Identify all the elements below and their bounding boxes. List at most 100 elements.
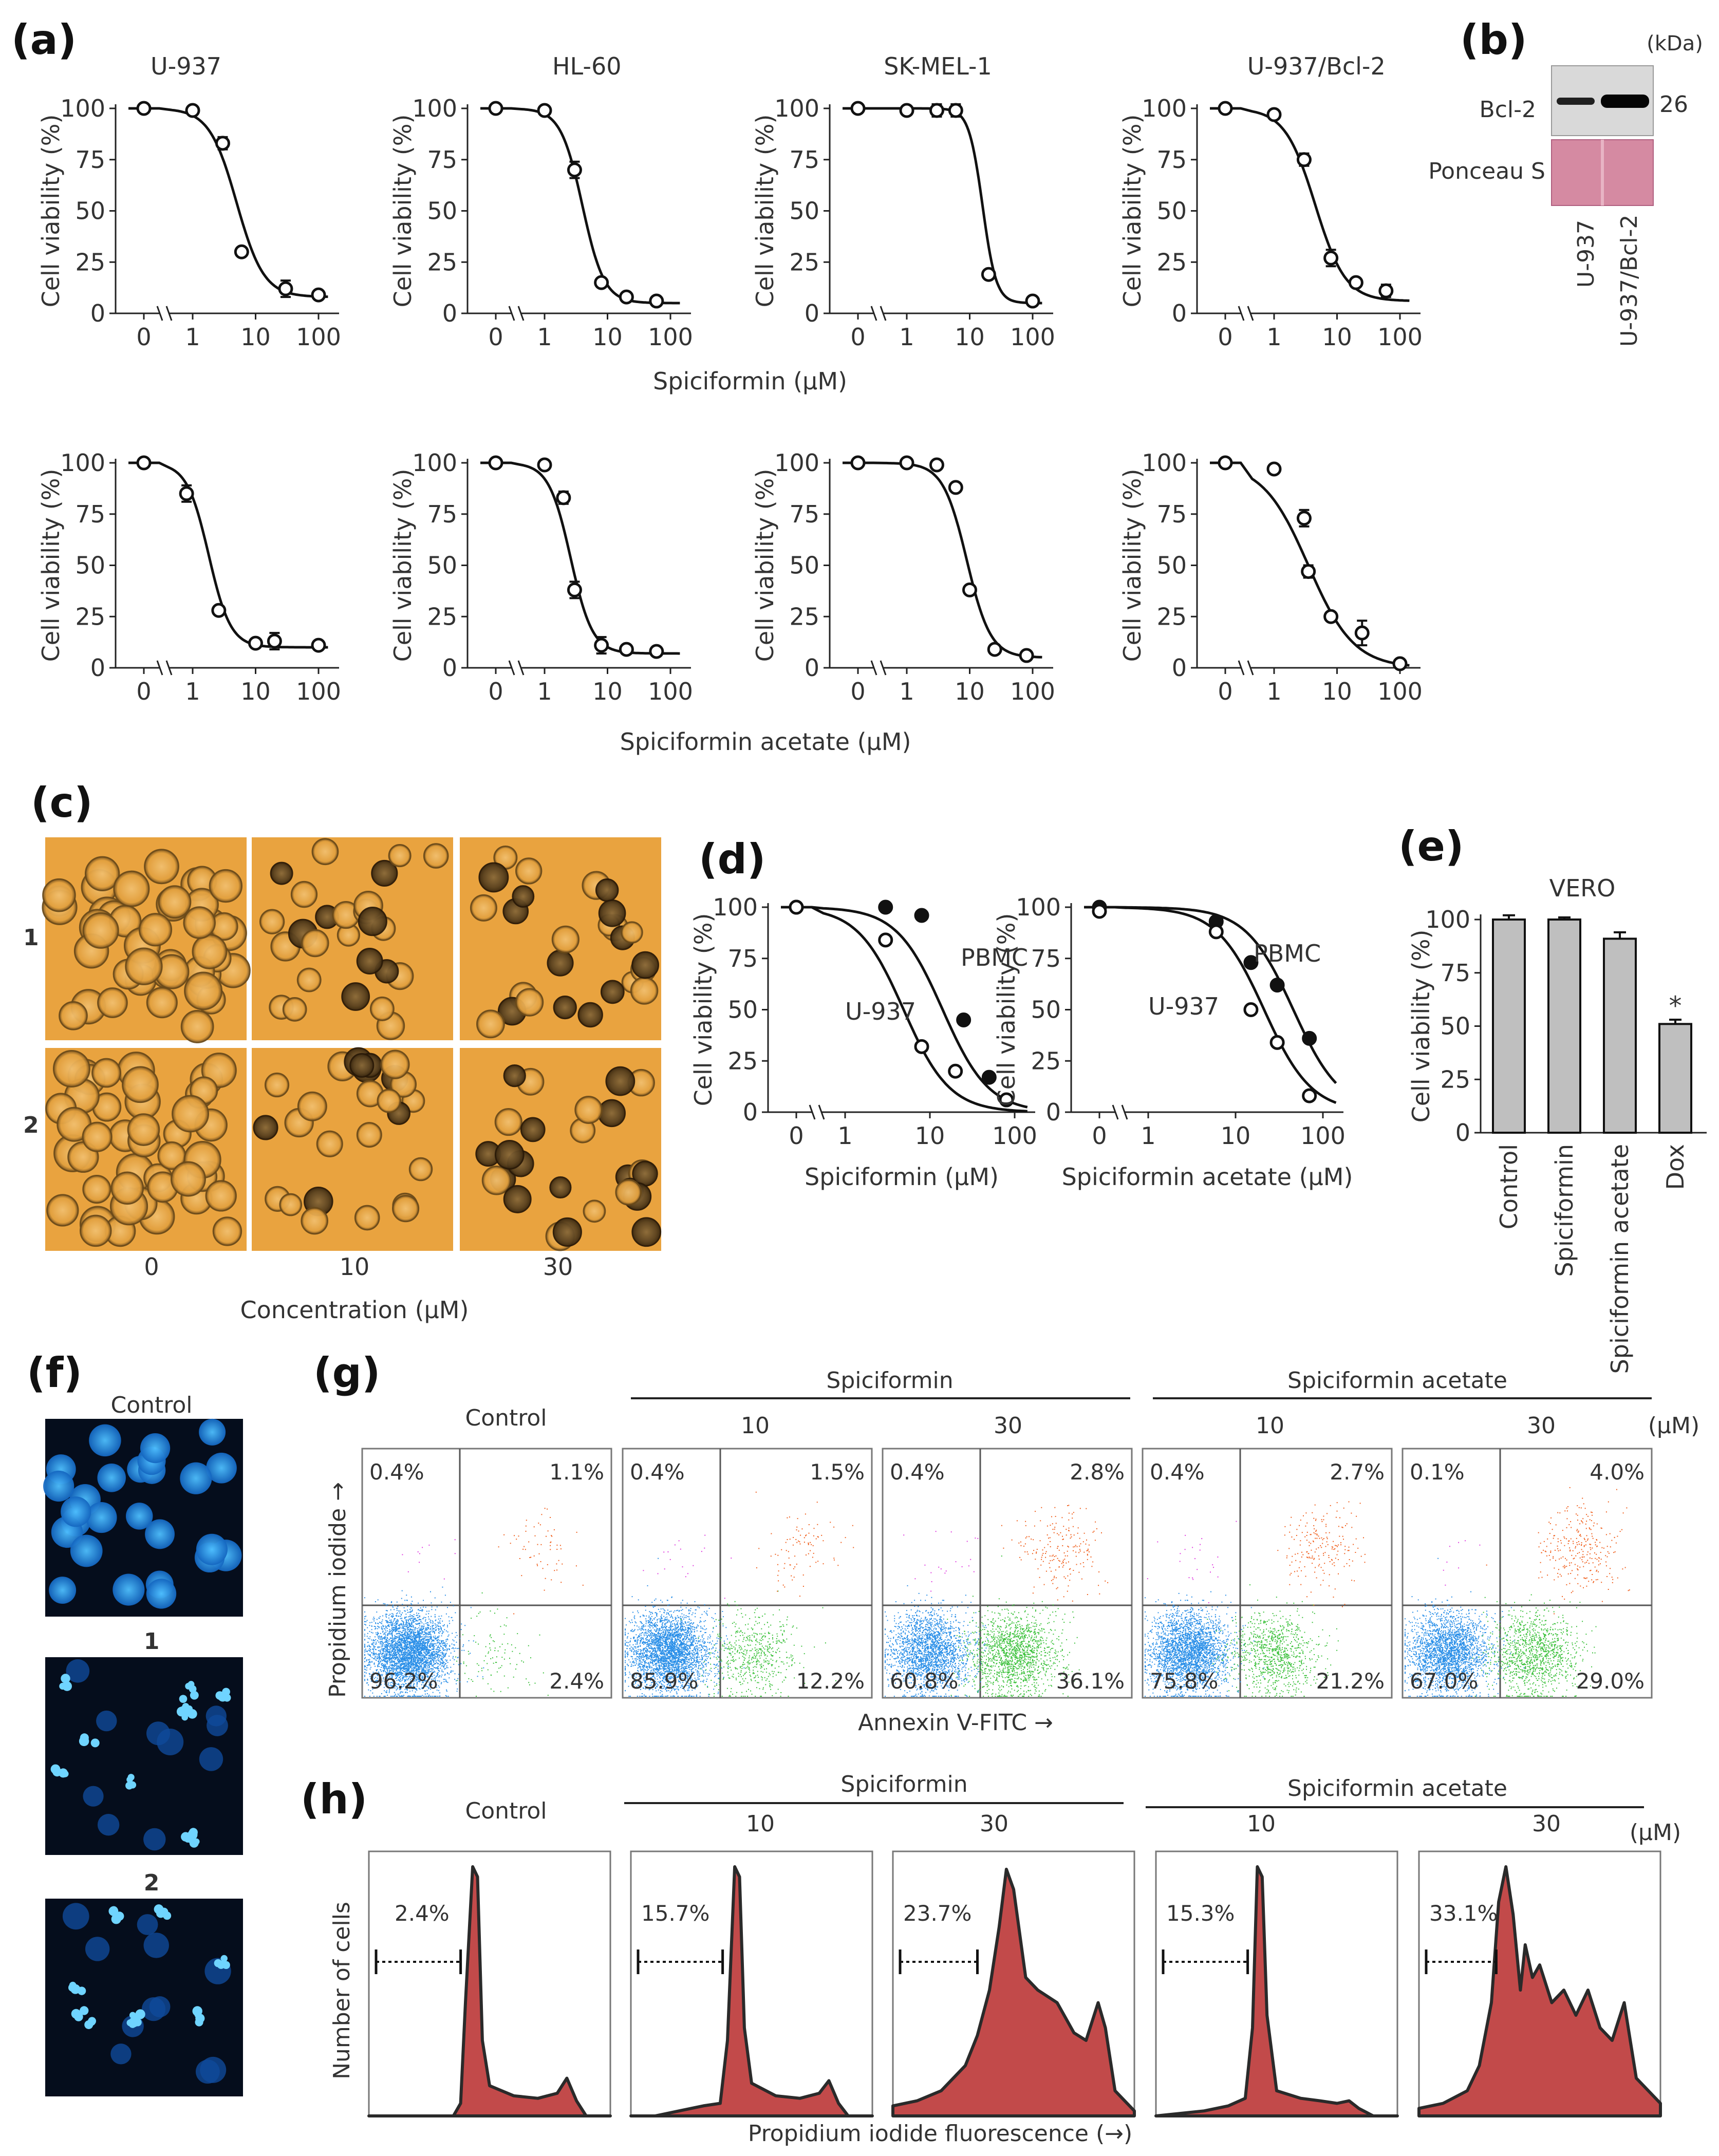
data-point-pbmc: [1269, 978, 1285, 993]
cell: [371, 859, 398, 887]
histogram-5: 30 33.1%: [1417, 1811, 1662, 2117]
data-point-pbmc: [956, 1012, 971, 1027]
axis-break-mark: [1121, 1104, 1128, 1120]
x-tick-label: 0: [136, 323, 151, 351]
category-label: Spiciformin: [1550, 1144, 1578, 1277]
plot-frame: [1155, 1850, 1398, 2117]
apoptotic-fragment: [80, 1733, 89, 1742]
panel-c-col-label-10: 10: [340, 1253, 370, 1281]
cell: [547, 949, 574, 977]
cell: [125, 947, 163, 985]
y-tick-label: 25: [75, 603, 105, 630]
population-early-apoptotic: [1207, 1584, 1339, 1697]
cell: [553, 995, 577, 1020]
y-tick-label: 50: [1156, 552, 1187, 579]
mw-marker: 26: [1659, 91, 1688, 118]
apoptotic-fragment: [222, 1688, 230, 1696]
data-point-u-937: [1208, 924, 1224, 940]
data-point-u-937: [948, 1063, 963, 1079]
x-tick-label: 100: [992, 1122, 1037, 1150]
data-point-viability: [899, 103, 914, 118]
cell: [574, 1096, 603, 1124]
panel-h-histograms: Control 2.4% 10 15.7% 30 23.7% 10 15.3% 30 33.1%: [367, 1798, 1662, 2117]
data-point-viability: [1354, 625, 1370, 641]
cell: [170, 1161, 206, 1197]
cell: [369, 996, 395, 1021]
subg1-percent: 2.4%: [395, 1901, 450, 1926]
y-tick-label: 25: [789, 603, 819, 630]
quadrant-ur-percent: 2.8%: [1070, 1459, 1125, 1485]
cell: [46, 1194, 79, 1227]
cell: [356, 947, 383, 974]
x-tick-label: 0: [488, 323, 503, 351]
quadrant-lr-percent: 12.2%: [796, 1668, 865, 1694]
dot-plot-3: 30 0.4% 2.8% 60.8% 36.1%: [882, 1413, 1133, 1699]
y-tick-label: 25: [427, 248, 457, 276]
condition-label: 10: [1256, 1413, 1284, 1439]
nucleus: [66, 1659, 90, 1683]
data-point-viability: [1025, 293, 1040, 309]
panel-g-group-spiciformin: Spiciformin: [826, 1367, 953, 1394]
data-point-u-937: [1302, 1088, 1317, 1103]
apoptotic-fragment: [77, 1986, 86, 1995]
apoptotic-fragment: [126, 2019, 134, 2027]
quadrant-ul-percent: 0.4%: [369, 1459, 424, 1485]
y-tick-label: 100: [774, 95, 819, 122]
panel-g-unit: (μM): [1648, 1413, 1699, 1439]
apoptotic-fragment: [69, 1981, 77, 1989]
panel-c-col-label-0: 0: [144, 1253, 159, 1281]
data-point-viability: [594, 275, 609, 290]
apoptotic-fragment: [176, 1707, 187, 1717]
nucleus: [143, 1828, 166, 1851]
axis-break-mark: [165, 660, 173, 676]
cell: [122, 1066, 159, 1103]
cell: [183, 906, 216, 939]
nucleus: [83, 1786, 104, 1807]
y-tick-label: 100: [1142, 449, 1187, 477]
nucleus: [43, 1470, 74, 1502]
axis-break-mark: [508, 660, 515, 676]
chart-title: HL-60: [552, 52, 622, 80]
x-tick-label: 0: [488, 678, 503, 705]
panel-g-xlabel: Annexin V-FITC →: [858, 1710, 1053, 1736]
y-tick-label: 25: [789, 248, 819, 276]
cell: [127, 1113, 160, 1146]
y-tick-label: 75: [789, 146, 819, 174]
apoptotic-fragment: [58, 1768, 68, 1778]
x-axis-label: Spiciformin acetate (μM): [1062, 1163, 1353, 1191]
apoptotic-fragment: [179, 1695, 188, 1703]
data-point-viability: [1323, 609, 1339, 624]
cell: [388, 844, 412, 868]
dot-plot-5: 30 0.1% 4.0% 67.0% 29.0%: [1402, 1413, 1653, 1699]
cell: [597, 1099, 626, 1128]
condition-label: Control: [465, 1798, 547, 1824]
category-label: Spiciformin acetate: [1606, 1144, 1634, 1374]
axis-break-mark: [1247, 660, 1254, 676]
data-point-viability: [567, 582, 582, 597]
panel-a-row2-xlabel: Spiciformin acetate (μM): [620, 728, 911, 756]
quadrant-ur-percent: 2.7%: [1330, 1459, 1385, 1485]
panel-c-micrographs: [42, 837, 662, 1251]
bcl2-band-u937: [1557, 98, 1595, 105]
panel-letter-f: (f): [27, 1349, 82, 1397]
x-tick-label: 100: [296, 323, 341, 351]
data-point-viability: [1266, 461, 1282, 477]
nucleus: [70, 1534, 103, 1567]
cell: [478, 862, 509, 893]
cell: [583, 1199, 606, 1223]
x-tick-label: 0: [136, 678, 151, 705]
x-tick-label: 10: [1221, 1122, 1251, 1150]
bcl2-band-u937-bcl2: [1601, 95, 1649, 108]
bar-spiciformin-acetate: [1603, 938, 1637, 1134]
cell: [144, 849, 179, 885]
cell: [515, 988, 544, 1017]
x-tick-label: 1: [899, 678, 914, 705]
series-label-pbmc: PBMC: [961, 944, 1028, 971]
y-tick-label: 100: [713, 893, 758, 921]
cell: [146, 987, 178, 1019]
data-point-viability: [488, 455, 503, 471]
apoptotic-fragment: [220, 1955, 228, 1962]
panel-c-row-label-1: 1: [23, 925, 39, 951]
x-tick-label: 10: [915, 1122, 945, 1150]
